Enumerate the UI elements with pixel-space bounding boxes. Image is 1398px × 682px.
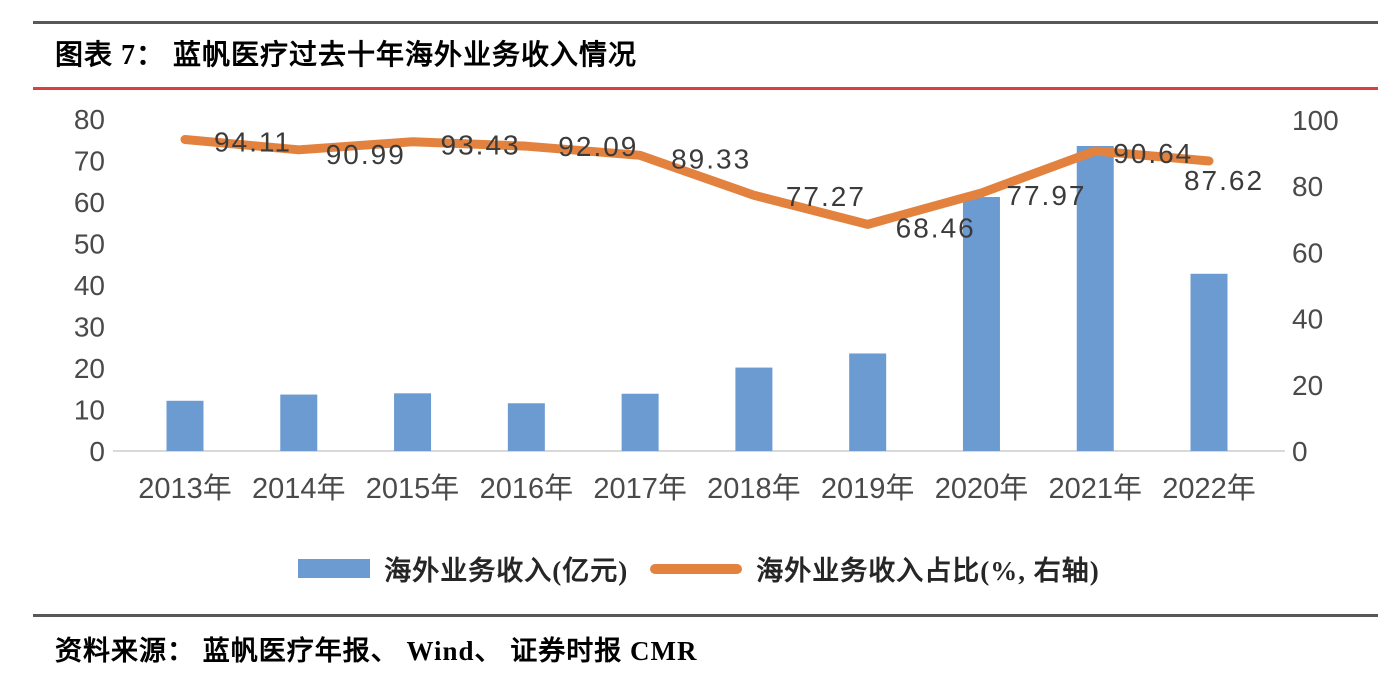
- line-point-label: 90.64: [1113, 138, 1193, 169]
- left-axis-tick-70: 70: [74, 146, 105, 177]
- line-point-label: 77.27: [786, 181, 866, 212]
- left-axis-tick-30: 30: [74, 312, 105, 343]
- line-point-label: 93.43: [441, 130, 521, 161]
- legend-item-line-series: 海外业务收入占比(%, 右轴): [650, 549, 1099, 588]
- x-label-2022年: 2022年: [1162, 472, 1256, 505]
- right-axis-tick-0: 0: [1292, 436, 1308, 467]
- line-point-label: 68.46: [896, 212, 976, 243]
- x-label-2015年: 2015年: [366, 472, 460, 505]
- left-axis-tick-60: 60: [74, 187, 105, 218]
- bar-2021年: [1076, 145, 1114, 451]
- right-axis-tick-40: 40: [1292, 304, 1323, 335]
- line-point-label: 94.11: [214, 126, 292, 157]
- line-point-label: 77.97: [1006, 180, 1086, 211]
- legend-item-bar-series: 海外业务收入(亿元): [298, 549, 628, 588]
- line-point-label: 92.09: [558, 131, 638, 162]
- x-label-2018年: 2018年: [707, 472, 801, 505]
- right-axis-tick-80: 80: [1292, 171, 1323, 202]
- left-axis-tick-10: 10: [74, 395, 105, 426]
- x-label-2017年: 2017年: [593, 472, 687, 505]
- bar-2019年: [849, 353, 887, 451]
- source-note: 资料来源： 蓝帆医疗年报、 Wind、 证券时报 CMR: [55, 636, 698, 666]
- bar-2016年: [507, 403, 545, 451]
- footer-divider: [33, 614, 1378, 617]
- x-label-2016年: 2016年: [480, 472, 574, 505]
- x-label-2020年: 2020年: [935, 472, 1029, 505]
- left-axis-tick-40: 40: [74, 270, 105, 301]
- bar-2014年: [280, 394, 318, 451]
- bar-2015年: [394, 393, 432, 451]
- line-point-label: 89.33: [671, 143, 751, 174]
- bar-2022年: [1190, 273, 1228, 451]
- right-axis-tick-20: 20: [1292, 370, 1323, 401]
- line-point-label: 87.62: [1184, 165, 1264, 196]
- x-label-2013年: 2013年: [138, 472, 232, 505]
- legend-swatch-bar-series: [298, 559, 371, 578]
- bar-2018年: [735, 367, 773, 451]
- chart-canvas: 94.11 90.99 93.43 92.09 89.33 77.27 68.46 77.97…: [74, 104, 1339, 505]
- right-axis-tick-100: 100: [1292, 105, 1339, 136]
- x-label-2019年: 2019年: [821, 472, 915, 505]
- top-divider: [33, 21, 1378, 24]
- bar-2017年: [621, 393, 659, 451]
- left-axis-tick-20: 20: [74, 353, 105, 384]
- line-series-path: [180, 134, 1214, 229]
- legend-label-line-series: 海外业务收入占比(%, 右轴): [756, 556, 1100, 586]
- bar-2020年: [962, 197, 1000, 451]
- line-point-label: 90.99: [326, 139, 406, 170]
- figure-title: 图表 7： 蓝帆医疗过去十年海外业务收入情况: [55, 40, 638, 71]
- x-label-2021年: 2021年: [1048, 472, 1142, 505]
- left-axis-tick-50: 50: [74, 229, 105, 260]
- chart-legend: 海外业务收入(亿元) 海外业务收入占比(%, 右轴): [0, 549, 1398, 588]
- title-underline: [33, 87, 1378, 90]
- left-axis-tick-0: 0: [89, 436, 105, 467]
- legend-swatch-line-series: [650, 563, 743, 574]
- bar-2013年: [166, 400, 204, 451]
- right-axis-tick-60: 60: [1292, 237, 1323, 268]
- x-label-2014年: 2014年: [252, 472, 346, 505]
- legend-label-bar-series: 海外业务收入(亿元): [384, 556, 629, 586]
- left-axis-tick-80: 80: [74, 104, 105, 135]
